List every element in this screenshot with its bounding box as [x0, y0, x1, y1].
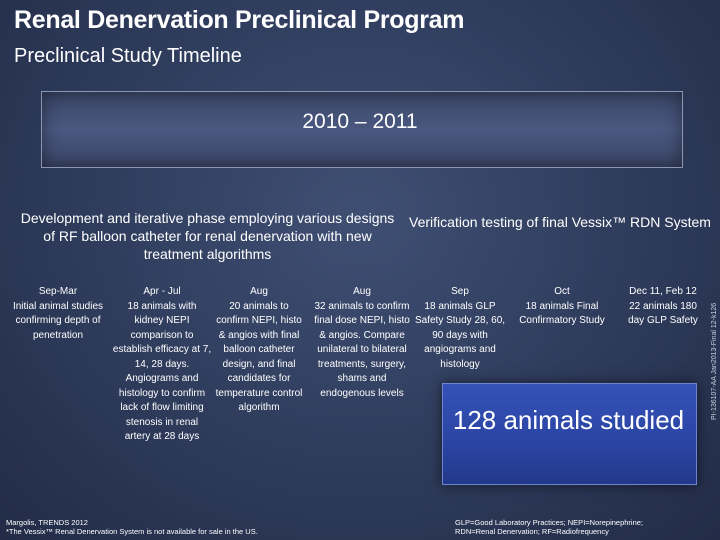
timeline-column-oct: Oct 18 animals Final Confirmatory Study: [512, 285, 612, 329]
timeline-column-sep: Sep 18 animals GLP Safety Study 28, 60, …: [412, 285, 508, 372]
timeline-period: Sep-Mar: [38, 286, 78, 297]
timeline-column-aug-2: Aug 32 animals to confirm final dose NEP…: [314, 285, 410, 401]
timeline-column-sep-mar: Sep-Mar Initial animal studies confirmin…: [6, 285, 110, 343]
year-banner: [41, 91, 683, 168]
timeline-description: 18 animals Final Confirmatory Study: [519, 300, 605, 327]
timeline-period: Aug: [353, 286, 371, 297]
footer-citation: Margolis, TRENDS 2012 *The Vessix™ Renal…: [6, 518, 258, 536]
timeline-column-dec-feb: Dec 11, Feb 12 22 animals 180 day GLP Sa…: [620, 285, 706, 329]
development-phase-label: Development and iterative phase employin…: [20, 210, 395, 262]
timeline-period: Dec 11, Feb 12: [629, 286, 697, 297]
timeline-description: Initial animal studies confirming depth …: [12, 300, 104, 341]
document-code: PI-136107-AA Jan2013-Final 12-k126: [711, 302, 718, 420]
animals-summary-box: [442, 383, 697, 485]
timeline-column-apr-jul: Apr - Jul 18 animals with kidney NEPI co…: [112, 285, 212, 445]
year-range: 2010 – 2011: [302, 110, 418, 133]
timeline-period: Sep: [451, 286, 469, 297]
timeline-description: 32 animals to confirm final dose NEPI, h…: [314, 300, 410, 399]
page-subtitle: Preclinical Study Timeline: [14, 45, 242, 67]
abbreviation-line: GLP=Good Laboratory Practices; NEPI=Nore…: [455, 518, 644, 527]
timeline-description: 22 animals 180 day GLP Safety: [628, 300, 698, 327]
timeline-period: Aug: [250, 286, 268, 297]
timeline-column-aug-1: Aug 20 animals to confirm NEPI, histo & …: [212, 285, 306, 416]
timeline-description: 18 animals with kidney NEPI comparison t…: [112, 300, 212, 443]
verification-phase-label: Verification testing of final Vessix™ RD…: [409, 214, 711, 230]
disclaimer-line: *The Vessix™ Renal Denervation System is…: [6, 527, 258, 536]
animals-summary-text: 128 animals studied: [452, 405, 685, 435]
timeline-description: 20 animals to confirm NEPI, histo & angi…: [215, 300, 303, 414]
footer-abbreviations: GLP=Good Laboratory Practices; NEPI=Nore…: [455, 518, 643, 536]
timeline-description: 18 animals GLP Safety Study 28, 60, 90 d…: [414, 300, 506, 370]
timeline-period: Oct: [554, 286, 570, 297]
citation-line: Margolis, TRENDS 2012: [6, 518, 88, 527]
abbreviation-line: RDN=Renal Denervation; RF=Radiofrequency: [455, 527, 609, 536]
page-title: Renal Denervation Preclinical Program: [14, 6, 465, 34]
timeline-period: Apr - Jul: [143, 286, 181, 297]
